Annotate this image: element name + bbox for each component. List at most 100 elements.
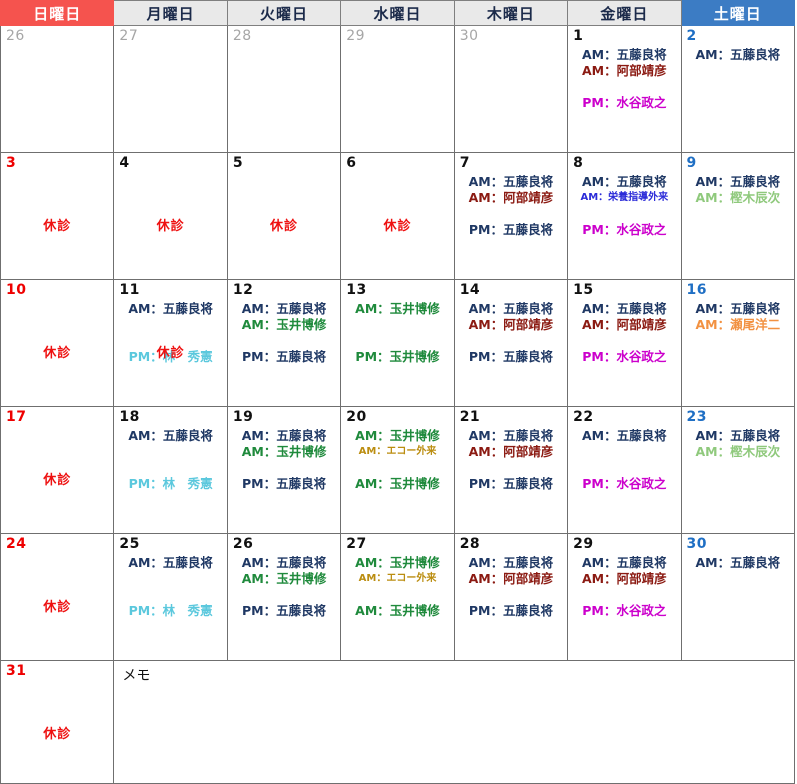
calendar-day-cell[interactable]: 15 AM：五藤良将 AM：阿部靖彦 PM：水谷政之: [567, 279, 682, 407]
day-event-item[interactable]: AM：五藤良将: [128, 301, 213, 316]
calendar-day-cell[interactable]: 6 休診: [340, 152, 455, 280]
day-event-item[interactable]: AM：栄養指導外来: [580, 192, 669, 203]
day-event-item[interactable]: AM：玉井博修: [355, 555, 440, 570]
calendar-day-cell[interactable]: 11 AM：五藤良将 PM：林 秀憲 休診: [113, 279, 228, 407]
day-event-item[interactable]: AM：玉井博修: [241, 444, 327, 459]
calendar-day-cell[interactable]: 30 AM：五藤良将: [680, 533, 796, 661]
calendar-day-cell[interactable]: 17 休診: [0, 406, 115, 534]
calendar-day-cell[interactable]: 9 AM：五藤良将 AM：樫木辰次: [680, 152, 796, 280]
day-number: 12: [232, 282, 254, 298]
calendar-day-cell[interactable]: 26 AM：五藤良将 AM：玉井博修 PM：五藤良将: [226, 533, 342, 661]
calendar-day-cell[interactable]: 20 AM：玉井博修 AM：エコー外来 AM：玉井博修: [340, 406, 455, 534]
day-event-item[interactable]: PM：五藤良将: [468, 603, 553, 618]
day-event-item[interactable]: AM：五藤良将: [695, 428, 781, 443]
day-event-item[interactable]: AM：エコー外来: [358, 573, 437, 584]
day-event-item[interactable]: PM：五藤良将: [242, 349, 327, 364]
calendar-day-cell[interactable]: 29 AM：五藤良将 AM：阿部靖彦 PM：水谷政之: [567, 533, 682, 661]
day-event-item[interactable]: PM：水谷政之: [582, 222, 667, 237]
calendar-day-cell[interactable]: 14 AM：五藤良将 AM：阿部靖彦 PM：五藤良将: [453, 279, 569, 407]
day-event-item[interactable]: AM：阿部靖彦: [468, 190, 554, 205]
day-event-item[interactable]: PM：林 秀憲: [128, 349, 213, 364]
day-event-item[interactable]: AM：樫木辰次: [695, 190, 781, 205]
day-event-item[interactable]: PM：五藤良将: [468, 476, 553, 491]
day-event-item[interactable]: PM：水谷政之: [582, 349, 667, 364]
day-event-item[interactable]: PM：林 秀憲: [128, 603, 213, 618]
calendar-day-cell[interactable]: 31 休診: [0, 660, 115, 784]
day-event-item[interactable]: AM：玉井博修: [355, 428, 440, 443]
calendar-day-cell[interactable]: 27 AM：玉井博修 AM：エコー外来 AM：玉井博修: [340, 533, 455, 661]
day-event-item[interactable]: AM：五藤良将: [582, 555, 667, 570]
day-event-item[interactable]: PM：五藤良将: [242, 603, 327, 618]
day-event-item[interactable]: AM：五藤良将: [241, 555, 327, 570]
calendar-day-cell[interactable]: 24 休診: [0, 533, 115, 661]
day-event-item[interactable]: AM：玉井博修: [355, 301, 440, 316]
calendar-day-cell[interactable]: 16 AM：五藤良将 AM：瀬尾洋二: [680, 279, 796, 407]
day-event-item[interactable]: PM：五藤良将: [468, 222, 553, 237]
day-event-item[interactable]: AM：阿部靖彦: [582, 571, 667, 586]
calendar-day-cell[interactable]: 4 休診: [113, 152, 228, 280]
day-event-item[interactable]: AM：阿部靖彦: [468, 571, 554, 586]
calendar-day-cell[interactable]: 7 AM：五藤良将 AM：阿部靖彦 PM：五藤良将: [453, 152, 569, 280]
day-event-item[interactable]: AM：五藤良将: [582, 428, 667, 443]
day-event-item[interactable]: AM：五藤良将: [468, 301, 554, 316]
calendar-day-cell[interactable]: 10 休診: [0, 279, 115, 407]
calendar-day-cell[interactable]: 2 AM：五藤良将: [680, 25, 796, 153]
calendar-day-cell[interactable]: 28: [226, 25, 342, 153]
day-event-item[interactable]: PM：水谷政之: [582, 603, 667, 618]
day-event-item[interactable]: PM：水谷政之: [582, 476, 667, 491]
day-event-item[interactable]: AM：五藤良将: [695, 301, 781, 316]
memo-area[interactable]: メモ: [113, 660, 795, 784]
day-event-item[interactable]: PM：林 秀憲: [128, 476, 213, 491]
calendar-day-cell[interactable]: 18 AM：五藤良将 PM：林 秀憲: [113, 406, 228, 534]
day-event-item[interactable]: PM：玉井博修: [355, 349, 440, 364]
calendar-day-cell[interactable]: 1 AM：五藤良将 AM：阿部靖彦 PM：水谷政之: [567, 25, 682, 153]
day-event-item[interactable]: AM：五藤良将: [582, 301, 667, 316]
day-number: 29: [346, 28, 366, 44]
day-event-item[interactable]: AM：五藤良将: [695, 47, 781, 62]
day-event-item[interactable]: AM：阿部靖彦: [582, 63, 667, 78]
calendar-day-cell[interactable]: 12 AM：五藤良将 AM：玉井博修 PM：五藤良将: [226, 279, 342, 407]
closed-badge: 休診: [383, 219, 412, 234]
day-event-item[interactable]: AM：五藤良将: [468, 174, 554, 189]
day-event-item[interactable]: PM：五藤良将: [468, 349, 553, 364]
calendar-day-cell[interactable]: 27: [113, 25, 228, 153]
day-event-item[interactable]: AM：五藤良将: [128, 555, 213, 570]
calendar-day-cell[interactable]: 5 休診: [226, 152, 342, 280]
day-event-item[interactable]: AM：阿部靖彦: [468, 444, 554, 459]
day-event-item[interactable]: AM：エコー外来: [358, 446, 437, 457]
day-event-item[interactable]: AM：玉井博修: [241, 571, 327, 586]
day-event-item[interactable]: AM：五藤良将: [468, 428, 554, 443]
day-event-list: AM：五藤良将 AM：阿部靖彦 PM：五藤良将: [455, 552, 566, 619]
day-event-item[interactable]: AM：瀬尾洋二: [695, 317, 781, 332]
day-event-item[interactable]: AM：阿部靖彦: [582, 317, 667, 332]
calendar-day-cell[interactable]: 19 AM：五藤良将 AM：玉井博修 PM：五藤良将: [226, 406, 342, 534]
day-event-item[interactable]: AM：五藤良将: [468, 555, 554, 570]
day-event-item[interactable]: AM：樫木辰次: [695, 444, 781, 459]
day-event-item[interactable]: PM：水谷政之: [582, 95, 667, 110]
day-event-item[interactable]: AM：五藤良将: [128, 428, 213, 443]
calendar-day-cell[interactable]: 26: [0, 25, 115, 153]
day-event-item[interactable]: AM：五藤良将: [241, 428, 327, 443]
calendar-day-cell[interactable]: 13 AM：玉井博修 PM：玉井博修: [340, 279, 455, 407]
day-event-item[interactable]: AM：五藤良将: [582, 174, 667, 189]
day-event-item[interactable]: AM：玉井博修: [355, 476, 440, 491]
calendar-day-cell[interactable]: 21 AM：五藤良将 AM：阿部靖彦 PM：五藤良将: [453, 406, 569, 534]
day-event-item[interactable]: AM：五藤良将: [695, 555, 781, 570]
calendar-day-cell[interactable]: 23 AM：五藤良将 AM：樫木辰次: [680, 406, 796, 534]
day-event-item[interactable]: PM：五藤良将: [242, 476, 327, 491]
day-number: 31: [6, 663, 27, 679]
calendar-day-cell[interactable]: 30: [453, 25, 569, 153]
calendar-day-cell[interactable]: 22 AM：五藤良将 PM：水谷政之: [567, 406, 682, 534]
day-number: 18: [119, 409, 140, 425]
day-event-item[interactable]: AM：五藤良将: [582, 47, 667, 62]
calendar-day-cell[interactable]: 3 休診: [0, 152, 115, 280]
day-event-item[interactable]: AM：玉井博修: [355, 603, 440, 618]
day-event-item[interactable]: AM：五藤良将: [695, 174, 781, 189]
calendar-day-cell[interactable]: 25 AM：五藤良将 PM：林 秀憲: [113, 533, 228, 661]
calendar-day-cell[interactable]: 29: [340, 25, 455, 153]
calendar-day-cell[interactable]: 28 AM：五藤良将 AM：阿部靖彦 PM：五藤良将: [453, 533, 569, 661]
day-event-item[interactable]: AM：五藤良将: [241, 301, 327, 316]
day-event-item[interactable]: AM：玉井博修: [241, 317, 327, 332]
calendar-day-cell[interactable]: 8 AM：五藤良将 AM：栄養指導外来 PM：水谷政之: [567, 152, 682, 280]
day-event-item[interactable]: AM：阿部靖彦: [468, 317, 554, 332]
